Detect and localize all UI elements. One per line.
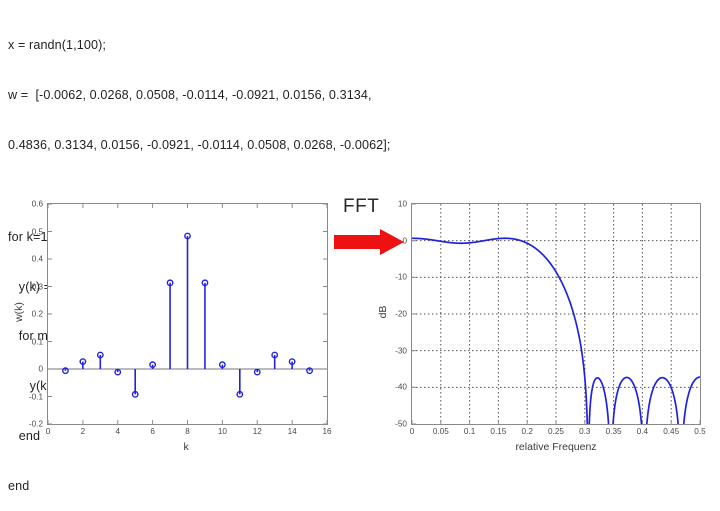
y-tick-label: -0.1 — [28, 392, 43, 401]
x-tick-label: 0 — [409, 427, 415, 436]
y-tick-label: -10 — [395, 272, 407, 282]
frequency-response-xlabel: relative Frequenz — [515, 441, 597, 453]
x-tick-label: 6 — [150, 427, 155, 436]
impulse-response-plot-area — [47, 203, 328, 425]
y-tick-label: 0.4 — [31, 254, 43, 264]
x-tick-label: 8 — [185, 427, 190, 436]
x-tick-label: 0.15 — [490, 427, 507, 436]
x-tick-label: 10 — [217, 427, 227, 436]
right-arrow-icon — [334, 229, 404, 255]
x-tick-label: 0.2 — [521, 427, 533, 436]
frequency-response-figure: 0 0.05 0.1 0.15 0.2 0.25 0.3 0.35 0.4 0.45 0.5 -50 -… — [377, 199, 706, 454]
x-tick-label: 0 — [45, 427, 51, 436]
x-tick-label: 0.5 — [694, 427, 706, 436]
y-tick-label: -30 — [395, 346, 407, 356]
y-tick-label: 0 — [402, 236, 407, 246]
x-tick-label: 12 — [252, 427, 262, 436]
x-tick-label: 4 — [115, 427, 121, 436]
x-tick-label: 2 — [80, 427, 86, 436]
code-line: 0.4836, 0.3134, 0.0156, -0.0921, -0.0114… — [8, 137, 391, 152]
code-line: x = randn(1,100); — [8, 38, 106, 53]
y-tick-label: 0 — [38, 364, 43, 374]
y-tick-label: 0.2 — [31, 309, 43, 319]
frequency-response-ylabel: dB — [377, 305, 389, 319]
x-tick-label: 0.4 — [636, 427, 649, 436]
frequency-response-plot-area — [411, 203, 701, 425]
y-tick-label: 0.6 — [31, 199, 43, 209]
y-tick-label: -0.2 — [28, 419, 43, 429]
y-tick-label: -40 — [395, 382, 407, 392]
impulse-response-xlabel: k — [183, 441, 189, 453]
x-tick-label: 0.45 — [663, 427, 680, 436]
x-tick-label: 0.1 — [463, 427, 476, 436]
x-tick-label: 16 — [322, 427, 332, 436]
x-tick-label: 0.25 — [548, 427, 564, 436]
code-line: end — [8, 478, 30, 493]
y-tick-label: 0.5 — [31, 227, 43, 236]
code-line: end — [8, 428, 41, 443]
x-tick-label: 0.3 — [579, 427, 591, 436]
x-tick-label: 14 — [287, 427, 297, 436]
x-tick-label: 0.35 — [605, 427, 622, 436]
y-tick-label: -50 — [395, 419, 407, 429]
code-line: w = [-0.0062, 0.0268, 0.0508, -0.0114, -… — [8, 87, 372, 102]
impulse-response-figure: 0 2 4 6 8 10 12 14 16 -0.2 -0.1 0 0.1 0.2 0.3 0.4 0.5 0.6… — [13, 199, 332, 454]
y-tick-label: -20 — [395, 309, 407, 319]
x-tick-label: 0.05 — [432, 427, 449, 436]
y-tick-label: 0.3 — [31, 282, 43, 291]
y-tick-label: 0.1 — [31, 337, 43, 346]
fft-label: FFT — [343, 196, 380, 217]
y-tick-label: 10 — [397, 199, 407, 209]
